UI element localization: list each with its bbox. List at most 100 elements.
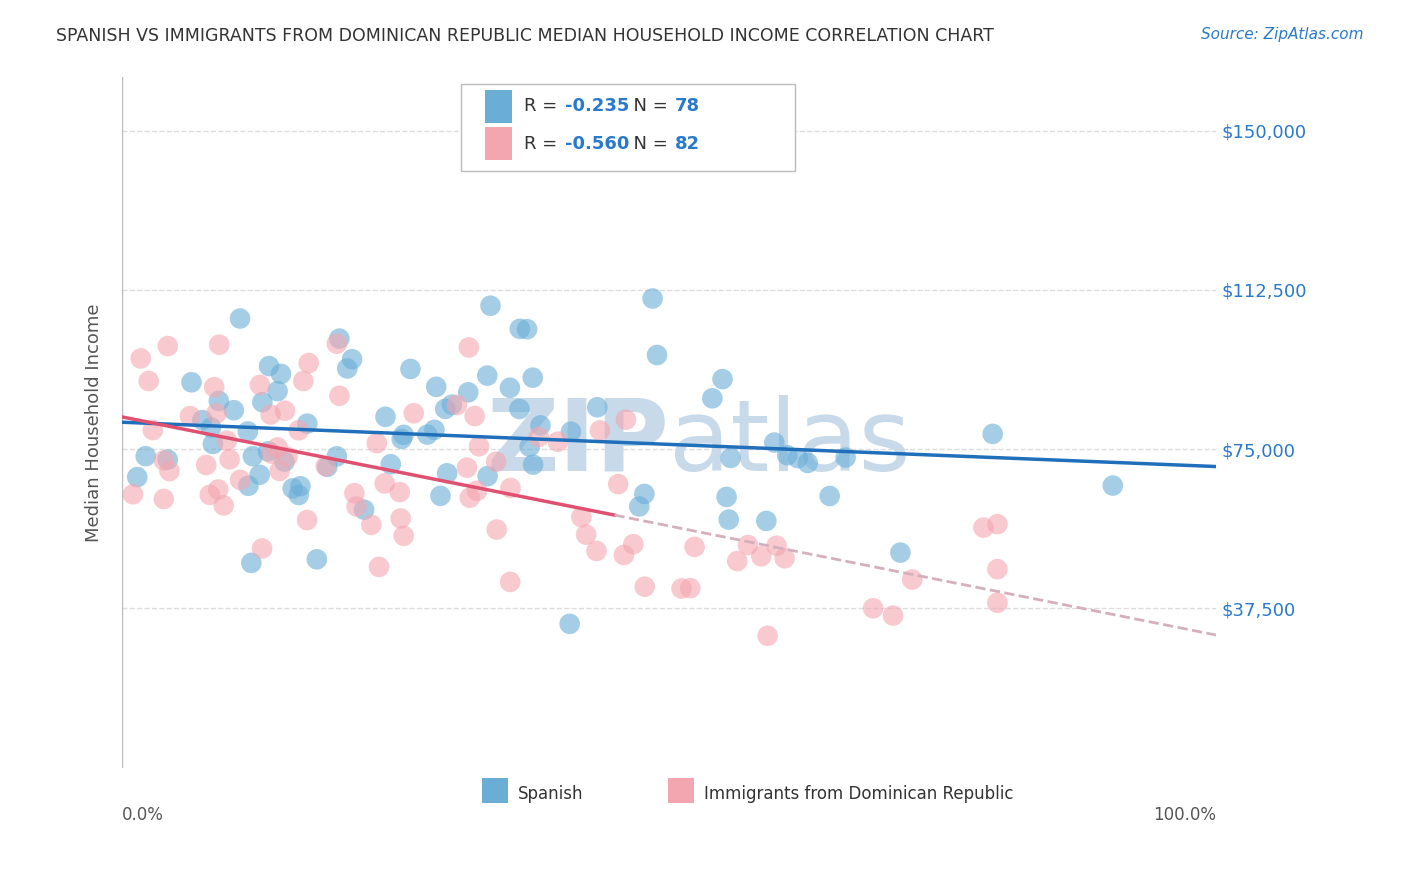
- Point: [368, 560, 391, 574]
- Point: [200, 420, 222, 434]
- Point: [212, 499, 235, 513]
- Point: [628, 500, 651, 514]
- Point: [434, 401, 457, 416]
- Point: [717, 512, 740, 526]
- Point: [326, 336, 349, 351]
- Point: [465, 483, 488, 498]
- Point: [645, 348, 668, 362]
- Point: [353, 502, 375, 516]
- Point: [882, 608, 904, 623]
- Point: [389, 511, 412, 525]
- Point: [720, 450, 742, 465]
- Point: [499, 381, 522, 395]
- Point: [725, 554, 748, 568]
- Point: [215, 434, 238, 448]
- Point: [613, 548, 636, 562]
- Point: [340, 352, 363, 367]
- Point: [260, 447, 283, 461]
- Point: [328, 332, 350, 346]
- Point: [287, 488, 309, 502]
- FancyBboxPatch shape: [485, 90, 512, 122]
- Text: SPANISH VS IMMIGRANTS FROM DOMINICAN REPUBLIC MEDIAN HOUSEHOLD INCOME CORRELATIO: SPANISH VS IMMIGRANTS FROM DOMINICAN REP…: [56, 27, 994, 45]
- Point: [711, 372, 734, 386]
- Point: [343, 486, 366, 500]
- Point: [399, 362, 422, 376]
- Point: [986, 562, 1008, 576]
- Point: [446, 398, 468, 412]
- Text: ZIP: ZIP: [486, 395, 669, 491]
- Point: [238, 479, 260, 493]
- Point: [508, 402, 530, 417]
- Text: Spanish: Spanish: [519, 785, 583, 803]
- Point: [249, 378, 271, 392]
- Point: [818, 489, 841, 503]
- Point: [295, 513, 318, 527]
- Text: -0.235: -0.235: [565, 97, 630, 115]
- Point: [519, 440, 541, 454]
- Point: [229, 311, 252, 326]
- Point: [527, 430, 550, 444]
- Point: [156, 452, 179, 467]
- Point: [416, 427, 439, 442]
- Point: [195, 458, 218, 472]
- Point: [607, 477, 630, 491]
- Point: [737, 538, 759, 552]
- Point: [276, 450, 298, 464]
- Point: [380, 457, 402, 471]
- Point: [468, 439, 491, 453]
- Point: [862, 601, 884, 615]
- Text: 0.0%: 0.0%: [122, 805, 165, 823]
- Text: N =: N =: [621, 135, 673, 153]
- Point: [456, 460, 478, 475]
- Point: [328, 389, 350, 403]
- Point: [671, 582, 693, 596]
- Point: [485, 455, 508, 469]
- Point: [972, 520, 994, 534]
- Point: [585, 544, 607, 558]
- Point: [129, 351, 152, 366]
- Point: [429, 489, 451, 503]
- Point: [205, 406, 228, 420]
- Text: 100.0%: 100.0%: [1153, 805, 1216, 823]
- Point: [305, 552, 328, 566]
- Point: [633, 487, 655, 501]
- Point: [440, 398, 463, 412]
- Point: [218, 452, 240, 467]
- Point: [901, 573, 924, 587]
- Point: [249, 467, 271, 482]
- Point: [571, 510, 593, 524]
- Point: [786, 451, 808, 466]
- Point: [560, 425, 582, 439]
- Point: [374, 409, 396, 424]
- Point: [716, 490, 738, 504]
- Point: [499, 481, 522, 495]
- Point: [222, 403, 245, 417]
- Point: [986, 517, 1008, 532]
- Point: [374, 476, 396, 491]
- Point: [236, 425, 259, 439]
- Point: [981, 426, 1004, 441]
- Point: [198, 488, 221, 502]
- Point: [457, 341, 479, 355]
- Point: [366, 436, 388, 450]
- Text: 82: 82: [675, 135, 700, 153]
- Point: [346, 500, 368, 514]
- Point: [298, 356, 321, 370]
- Point: [773, 551, 796, 566]
- Point: [391, 432, 413, 446]
- Point: [402, 406, 425, 420]
- Text: -0.560: -0.560: [565, 135, 630, 153]
- Point: [229, 473, 252, 487]
- Point: [516, 322, 538, 336]
- Point: [464, 409, 486, 423]
- Point: [776, 448, 799, 462]
- Point: [423, 423, 446, 437]
- Point: [290, 479, 312, 493]
- Point: [479, 299, 502, 313]
- Point: [485, 523, 508, 537]
- Point: [755, 514, 778, 528]
- Point: [529, 418, 551, 433]
- Point: [586, 401, 609, 415]
- Point: [702, 392, 724, 406]
- Point: [207, 483, 229, 497]
